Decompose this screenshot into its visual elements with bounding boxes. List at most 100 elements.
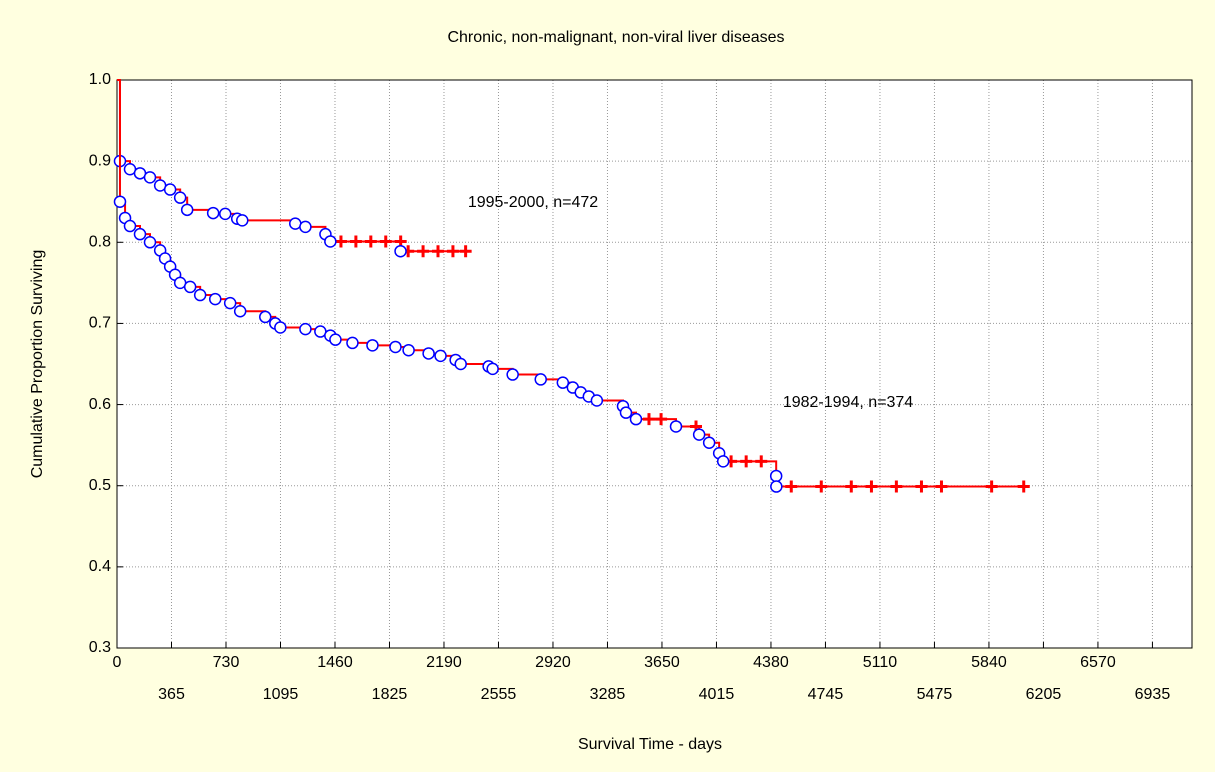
x-axis-label: Survival Time - days (578, 736, 722, 753)
event-marker (434, 349, 447, 363)
y-tick-label: 0.6 (89, 396, 111, 413)
x-tick-label: 1825 (372, 686, 408, 703)
censored-mark (379, 235, 392, 248)
event-marker (208, 292, 222, 306)
x-tick-label: 5110 (863, 654, 898, 671)
event-marker (486, 362, 499, 376)
x-tick-label: 3285 (590, 686, 626, 703)
event-marker (233, 305, 247, 318)
censored-mark (446, 245, 459, 258)
x-tick-label: 3650 (644, 654, 680, 671)
event-marker (329, 333, 342, 346)
y-tick-label: 0.5 (89, 477, 111, 494)
censored-mark (334, 235, 347, 248)
event-marker (143, 171, 157, 184)
event-marker (299, 322, 312, 336)
censored-mark (417, 245, 430, 258)
x-tick-label: 4015 (699, 686, 735, 703)
censored-mark (432, 245, 445, 258)
event-marker (556, 376, 570, 389)
x-tick-label: 6935 (1135, 686, 1171, 703)
event-marker (366, 339, 379, 352)
plot-area (117, 80, 1192, 648)
x-tick-label: 1460 (317, 654, 353, 671)
event-marker (669, 420, 683, 433)
event-marker (223, 296, 237, 310)
x-tick-label: 5475 (917, 686, 953, 703)
censored-mark (845, 480, 858, 493)
censored-mark (815, 480, 828, 493)
series-label: 1982-1994, n=374 (783, 394, 913, 411)
event-marker (619, 406, 633, 419)
y-axis-label: Cumulative Proportion Surviving (29, 250, 46, 479)
event-marker (702, 436, 716, 449)
y-tick-label: 0.7 (89, 315, 111, 332)
event-marker (133, 227, 147, 241)
x-tick-label: 5840 (971, 654, 1007, 671)
censored-mark (935, 480, 948, 493)
event-marker (716, 455, 730, 468)
x-tick-label: 6205 (1026, 686, 1062, 703)
censored-mark (459, 245, 472, 258)
x-tick-label: 2920 (535, 654, 571, 671)
event-marker (259, 310, 272, 324)
y-tick-label: 0.8 (89, 234, 111, 251)
series-label: 1995-2000, n=472 (468, 194, 598, 211)
y-tick-label: 1.0 (89, 71, 111, 88)
x-tick-label: 730 (213, 654, 240, 671)
y-tick-label: 0.3 (89, 639, 111, 656)
event-marker (389, 340, 402, 354)
censored-mark (865, 480, 878, 493)
censored-mark (755, 455, 768, 468)
event-marker (180, 203, 194, 217)
censored-mark (349, 235, 362, 248)
event-marker (274, 321, 287, 334)
censored-mark (785, 480, 798, 493)
y-tick-label: 0.9 (89, 152, 111, 169)
chart-title: Chronic, non-malignant, non-viral liver … (447, 29, 784, 46)
event-marker (770, 480, 783, 493)
event-marker (422, 347, 435, 360)
x-tick-label: 4380 (753, 654, 789, 671)
y-tick-label: 0.4 (89, 558, 111, 575)
event-marker (506, 368, 519, 381)
event-marker (123, 219, 137, 233)
censored-mark (1017, 480, 1030, 493)
event-marker (590, 394, 604, 407)
event-marker (193, 288, 207, 302)
event-marker (289, 217, 302, 230)
event-marker (299, 220, 312, 234)
x-tick-label: 365 (158, 686, 185, 703)
x-tick-label: 0 (113, 654, 122, 671)
x-tick-label: 1095 (263, 686, 299, 703)
x-tick-label: 2190 (426, 654, 462, 671)
censored-mark (642, 413, 655, 426)
censored-mark (985, 480, 998, 493)
event-marker (346, 336, 359, 350)
censored-mark (890, 480, 903, 493)
x-tick-label: 6570 (1080, 654, 1116, 671)
event-marker (206, 206, 220, 220)
event-marker (769, 469, 783, 483)
event-marker (454, 357, 467, 371)
censored-mark (655, 413, 668, 426)
event-marker (402, 343, 415, 357)
censored-mark (915, 480, 928, 493)
event-marker (173, 191, 187, 204)
event-marker (218, 207, 232, 221)
event-marker (394, 244, 407, 258)
event-marker (629, 412, 643, 426)
censored-mark (364, 235, 377, 248)
event-marker (692, 428, 706, 441)
event-marker (143, 236, 157, 249)
event-marker (163, 183, 177, 196)
plot-border (116, 79, 1193, 649)
event-marker (534, 373, 547, 386)
event-marker (113, 195, 127, 208)
event-marker (324, 235, 337, 248)
event-marker (236, 214, 249, 227)
x-tick-label: 4745 (808, 686, 844, 703)
censored-mark (740, 455, 753, 468)
x-tick-label: 2555 (481, 686, 517, 703)
